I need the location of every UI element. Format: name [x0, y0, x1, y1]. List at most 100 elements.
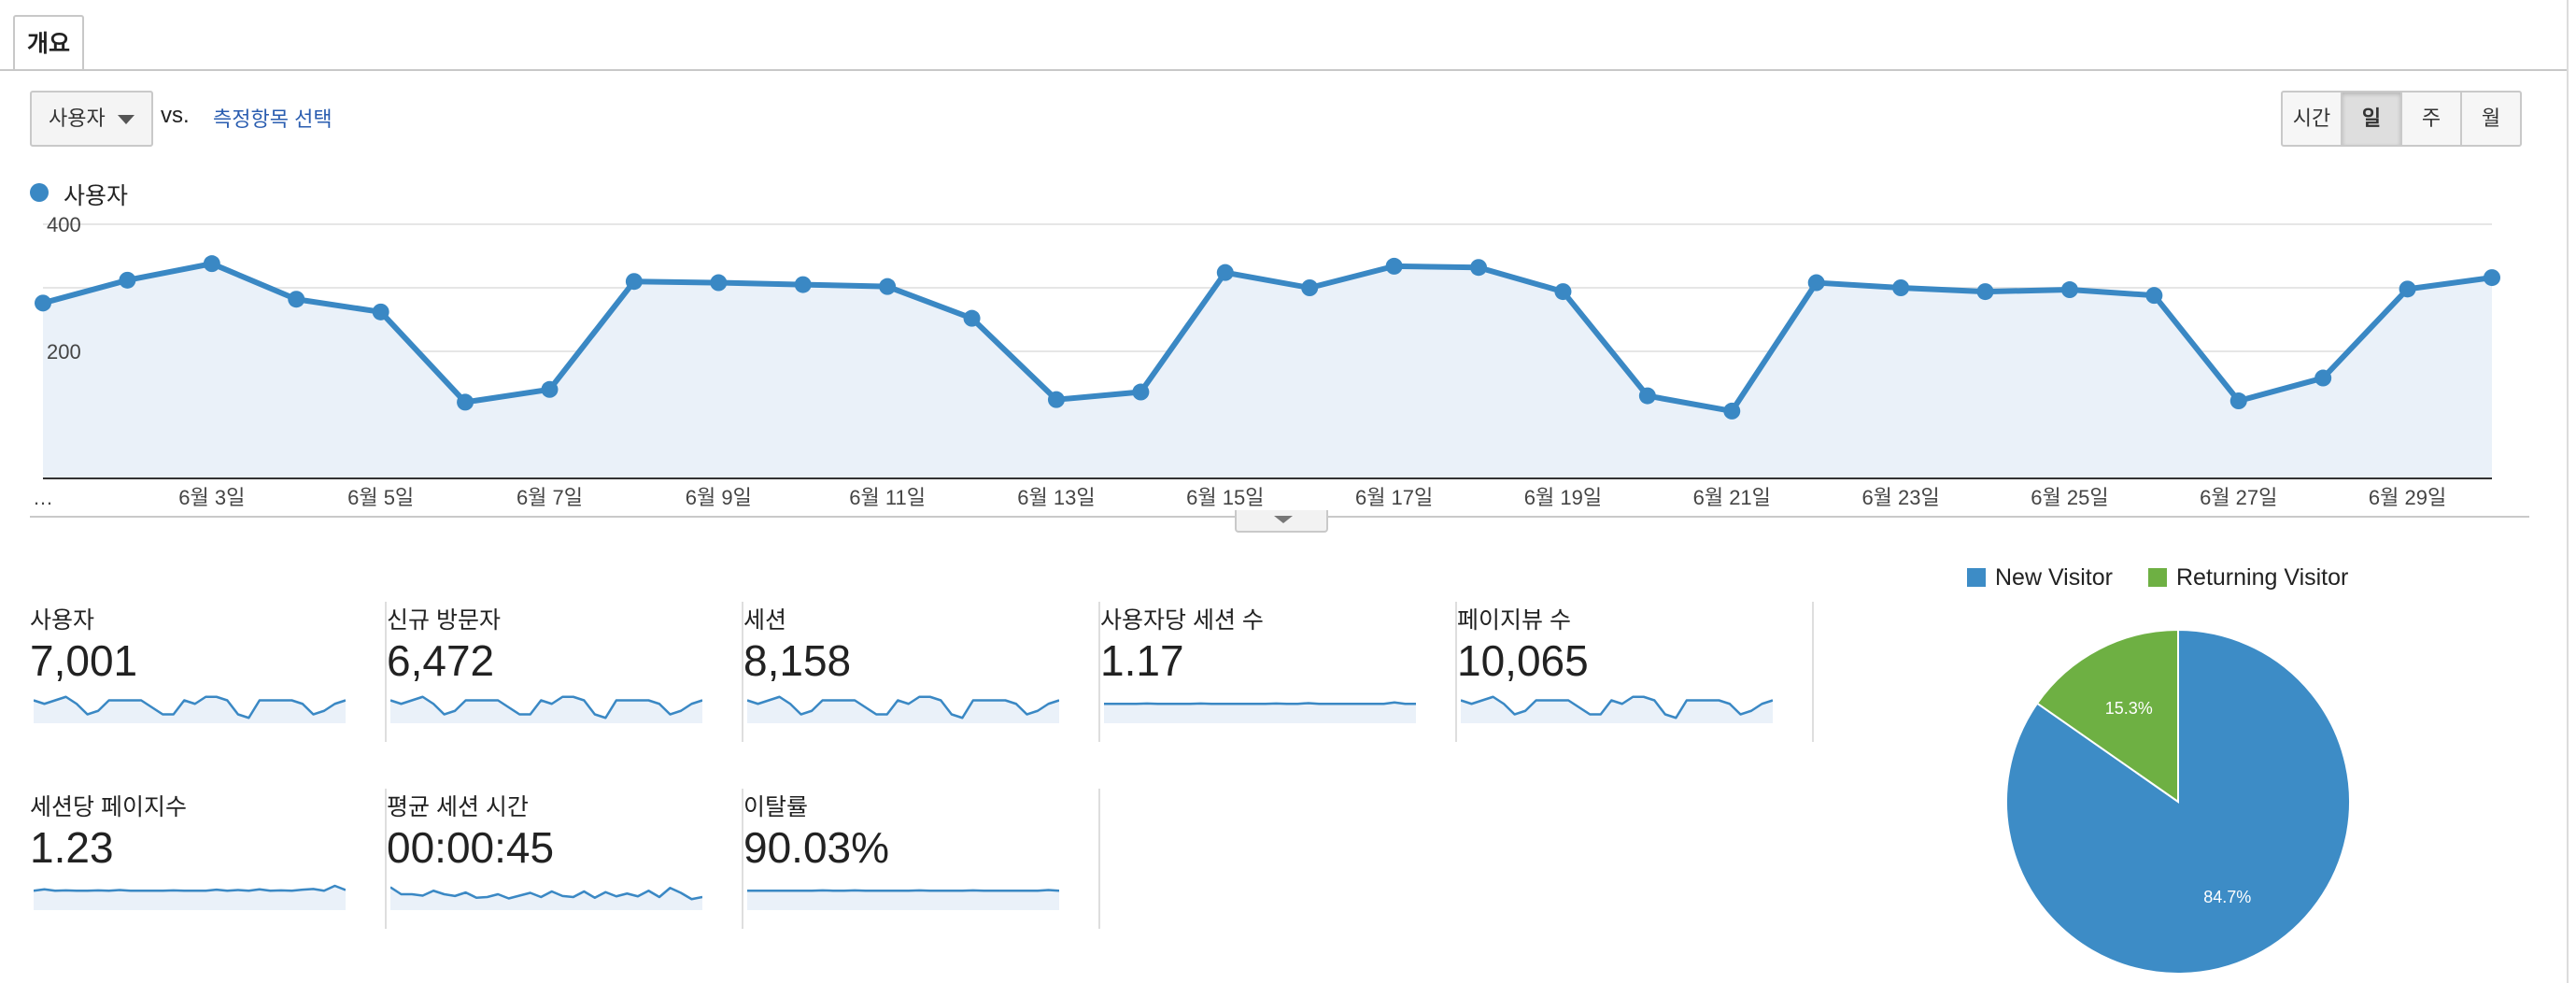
- sparkline-area: [747, 696, 1059, 723]
- data-point[interactable]: [1216, 264, 1234, 281]
- data-point[interactable]: [288, 291, 305, 308]
- data-point[interactable]: [372, 303, 389, 321]
- metric-label: 평균 세션 시간: [387, 794, 529, 820]
- metric-value: 10,065: [1457, 636, 1589, 685]
- data-point[interactable]: [1470, 259, 1488, 277]
- period-button-hour[interactable]: 시간: [2281, 91, 2342, 147]
- metric-card-bounce-rate: 이탈률 90.03%: [743, 789, 1100, 929]
- tab-bar: 개요: [0, 0, 2567, 71]
- page-right-border: [2567, 0, 2569, 983]
- data-point[interactable]: [963, 309, 981, 327]
- metric-card-pageviews: 페이지뷰 수 10,065: [1457, 602, 1814, 742]
- x-tick-label: 6월 19일: [1524, 486, 1602, 509]
- data-point[interactable]: [1976, 283, 1994, 301]
- data-point[interactable]: [794, 276, 812, 293]
- data-point[interactable]: [35, 294, 51, 312]
- sparkline-area: [34, 696, 346, 723]
- data-point[interactable]: [2484, 269, 2500, 287]
- pie-slice-label: 15.3%: [2105, 699, 2153, 718]
- y-tick-label: 200: [47, 340, 81, 363]
- metric-value: 1.17: [1100, 636, 1184, 685]
- data-point[interactable]: [1301, 279, 1319, 296]
- data-point[interactable]: [2060, 281, 2078, 299]
- data-point[interactable]: [879, 278, 897, 295]
- metric-card-sessions: 세션 8,158: [743, 602, 1100, 742]
- select-metric-link[interactable]: 측정항목 선택: [213, 107, 333, 131]
- data-point[interactable]: [457, 393, 474, 411]
- metric-sparkline: [34, 695, 346, 723]
- data-point[interactable]: [203, 255, 220, 273]
- data-point[interactable]: [2229, 392, 2247, 410]
- visitor-type-pie-chart: 84.7% 15.3%: [2005, 628, 2351, 975]
- period-button-day[interactable]: 일: [2341, 91, 2402, 147]
- data-point[interactable]: [1723, 402, 1741, 420]
- sparkline-line: [747, 695, 1059, 719]
- series-line: [42, 261, 2493, 414]
- tab-overview[interactable]: 개요: [13, 15, 84, 69]
- legend-swatch-icon: [2148, 568, 2167, 587]
- data-point[interactable]: [541, 380, 559, 398]
- metric-label: 세션당 페이지수: [30, 794, 187, 820]
- data-point[interactable]: [1554, 283, 1572, 301]
- data-point[interactable]: [625, 273, 643, 291]
- x-tick-label: …: [33, 486, 53, 509]
- metric-value: 6,472: [387, 636, 495, 685]
- data-point[interactable]: [1385, 257, 1403, 275]
- users-line-chart: 400 200 … 6월 3일 6월 5일 6월 7일 6월 9일 6월 11일 6월 13일 6…: [33, 213, 2500, 509]
- metric-sparkline: [1104, 701, 1416, 723]
- x-tick-label: 6월 23일: [1861, 486, 1939, 509]
- metric-value: 1.23: [30, 823, 114, 872]
- data-point[interactable]: [2145, 287, 2163, 305]
- metric-value: 7,001: [30, 636, 138, 685]
- x-tick-label: 6월 3일: [178, 486, 245, 509]
- metric-label: 사용자당 세션 수: [1100, 607, 1264, 634]
- sparkline-line: [34, 695, 346, 719]
- data-point[interactable]: [1047, 391, 1065, 408]
- sparkline-line: [390, 886, 702, 901]
- pie-legend-new-visitor: New Visitor: [1967, 564, 2113, 591]
- chart-collapse-handle[interactable]: [1235, 510, 1328, 533]
- series-area: [43, 264, 2492, 478]
- data-point[interactable]: [1892, 279, 1910, 296]
- metric-sparkline: [1461, 695, 1773, 723]
- legend-swatch-icon: [1967, 568, 1986, 587]
- data-point[interactable]: [710, 274, 728, 292]
- sparkline-area: [390, 696, 702, 723]
- metric-sparkline: [34, 884, 346, 910]
- metric-select-dropdown[interactable]: 사용자: [30, 91, 153, 147]
- pie-slice-new-visitor[interactable]: [2005, 628, 2351, 975]
- metric-label: 페이지뷰 수: [1457, 607, 1571, 634]
- sparkline-line: [747, 889, 1059, 892]
- metric-sparkline: [747, 695, 1059, 723]
- x-tick-label: 6월 15일: [1186, 486, 1264, 509]
- metric-label: 이탈률: [743, 794, 809, 820]
- sparkline-line: [1104, 701, 1416, 705]
- data-point[interactable]: [1807, 274, 1825, 292]
- data-point[interactable]: [119, 271, 136, 289]
- pie-legend-label: New Visitor: [1995, 564, 2113, 591]
- data-point[interactable]: [1638, 387, 1656, 405]
- sparkline-area: [1461, 696, 1773, 723]
- pie-slice-label: 84.7%: [2203, 888, 2251, 906]
- x-tick-label: 6월 21일: [1693, 486, 1771, 509]
- sparkline-area: [747, 890, 1059, 910]
- metric-select-value: 사용자: [49, 107, 106, 130]
- x-tick-label: 6월 29일: [2369, 486, 2446, 509]
- sparkline-area: [390, 887, 702, 910]
- period-button-week[interactable]: 주: [2400, 91, 2462, 147]
- data-point[interactable]: [2399, 280, 2416, 298]
- metric-card-new-visitors: 신규 방문자 6,472: [387, 602, 743, 742]
- data-point[interactable]: [2314, 369, 2332, 387]
- pie-slice-returning-visitor[interactable]: [2035, 628, 2179, 804]
- x-tick-label: 6월 11일: [849, 486, 926, 509]
- sparkline-area: [1104, 702, 1416, 723]
- period-button-month[interactable]: 월: [2460, 91, 2522, 147]
- data-point[interactable]: [1132, 383, 1150, 401]
- sparkline-line: [1461, 695, 1773, 719]
- metric-label: 세션: [743, 607, 787, 634]
- x-tick-label: 6월 5일: [347, 486, 414, 509]
- metric-value: 00:00:45: [387, 823, 555, 872]
- series-legend-dot-icon: [30, 183, 49, 202]
- metric-label: 사용자: [30, 607, 95, 634]
- sparkline-area: [34, 886, 346, 910]
